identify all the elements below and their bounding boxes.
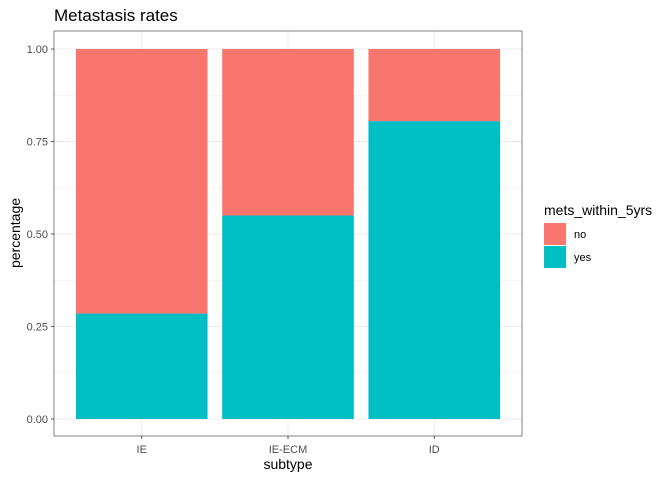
y-axis: 0.00 0.25 0.50 0.75 1.00: [27, 44, 54, 426]
legend-key-no: [544, 223, 566, 245]
bars: [75, 49, 501, 420]
x-axis: IE IE-ECM ID: [137, 436, 440, 456]
bar-no-IE: [75, 49, 208, 314]
legend: mets_within_5yrs no yes: [544, 202, 652, 268]
legend-label-no: no: [574, 229, 586, 241]
x-tick-label: IE: [137, 444, 147, 456]
x-tick-label: ID: [429, 444, 440, 456]
x-axis-title: subtype: [263, 456, 312, 472]
y-axis-title: percentage: [7, 198, 23, 268]
bar-no-ID: [368, 49, 501, 122]
legend-title: mets_within_5yrs: [544, 202, 652, 218]
y-tick-label: 1.00: [27, 44, 48, 56]
x-tick-label: IE-ECM: [269, 444, 308, 456]
legend-key-yes: [544, 246, 566, 268]
y-tick-label: 0.25: [27, 322, 48, 334]
bar-yes-IE: [75, 313, 208, 419]
y-tick-label: 0.00: [27, 414, 48, 426]
legend-label-yes: yes: [574, 252, 592, 264]
y-tick-label: 0.50: [27, 229, 48, 241]
bar-no-IE-ECM: [222, 49, 354, 216]
chart-title: Metastasis rates: [54, 6, 178, 25]
bar-yes-ID: [368, 121, 501, 420]
y-tick-label: 0.75: [27, 137, 48, 149]
bar-yes-IE-ECM: [222, 215, 354, 419]
